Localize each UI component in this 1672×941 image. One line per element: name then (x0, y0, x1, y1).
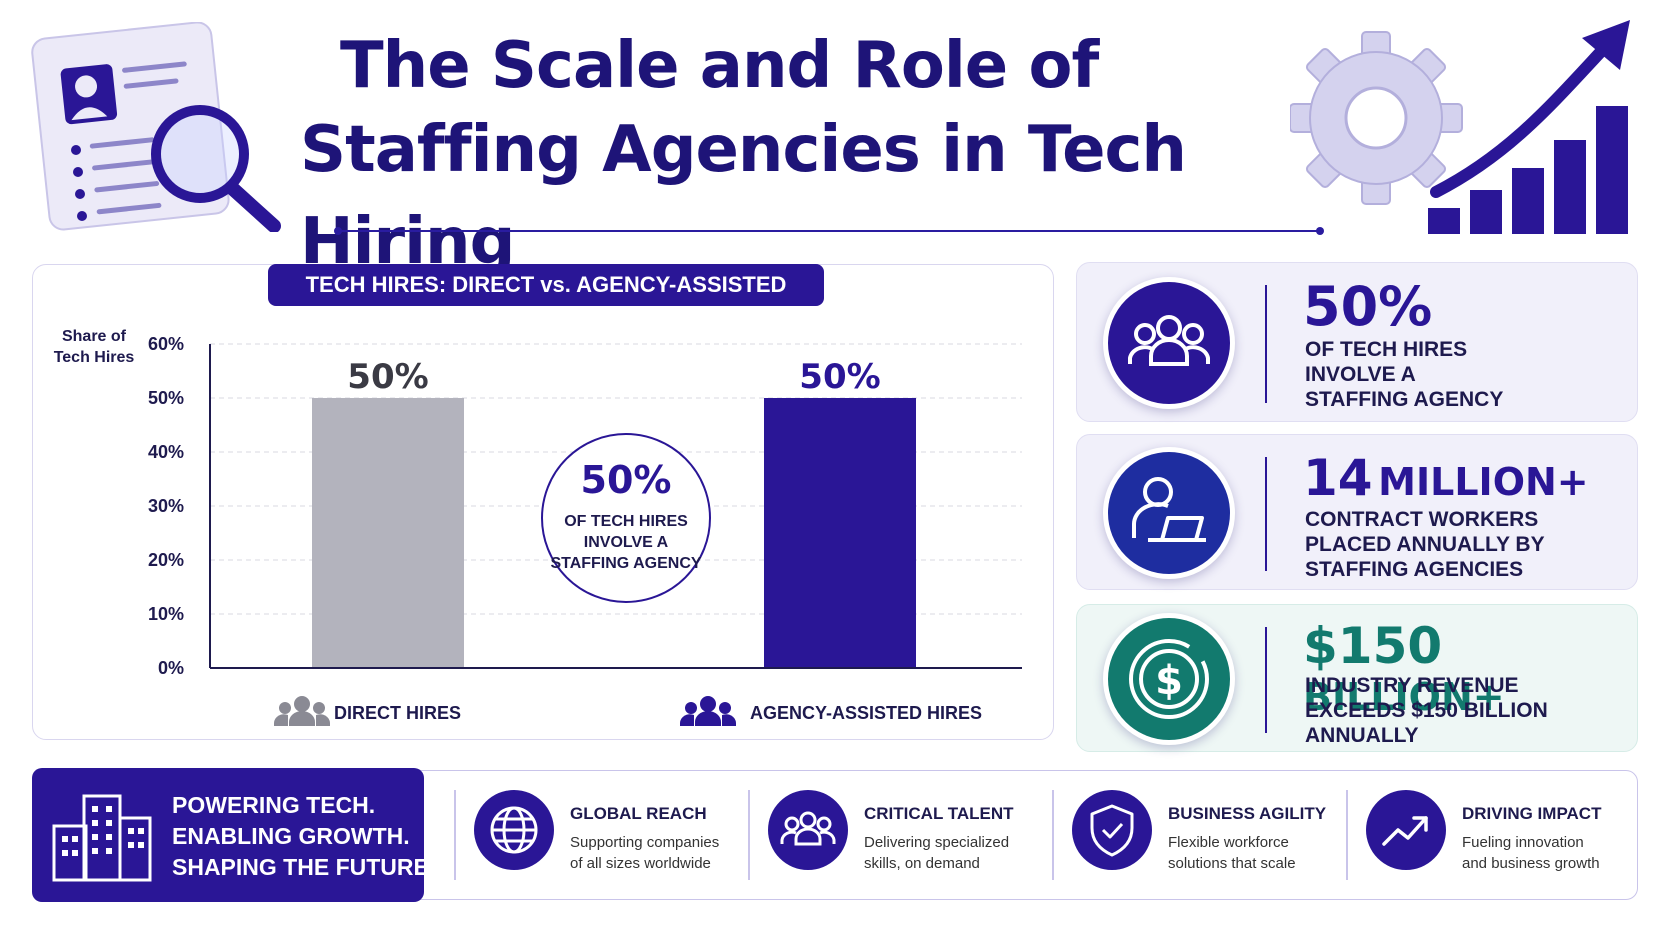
shield-check-icon (1072, 790, 1152, 870)
globe-icon (474, 790, 554, 870)
stat-desc-line: INDUSTRY REVENUE (1305, 674, 1519, 697)
feature-description: Delivering specialized skills, on demand (864, 832, 1044, 874)
gear-growth-icon (1290, 20, 1630, 234)
banner-line: ENABLING GROWTH. (172, 823, 410, 849)
bar-value-label: 50% (799, 357, 880, 397)
feature-description: Fueling innovation and business growth (1462, 832, 1642, 874)
stat-desc-line: STAFFING AGENCIES (1305, 558, 1524, 581)
feature-title: CRITICAL TALENT (864, 804, 1014, 823)
feature-description: Flexible workforce solutions that scale (1168, 832, 1348, 874)
stat-card-industry-revenue: $ $150 BILLION+ INDUSTRY REVENUE EXCEEDS… (1076, 604, 1638, 752)
x-category-label: AGENCY-ASSISTED HIRES (750, 703, 982, 723)
y-tick-label: 50% (148, 388, 184, 408)
svg-text:$: $ (1155, 658, 1183, 704)
y-axis-label-line2: Tech Hires (54, 349, 135, 366)
y-tick-label: 20% (148, 550, 184, 570)
x-category-label: DIRECT HIRES (334, 703, 461, 723)
people-group-icon (274, 696, 330, 726)
feature-title: BUSINESS AGILITY (1168, 804, 1327, 823)
stat-value: 14 (1303, 449, 1373, 507)
feature-desc-line: Flexible workforce (1168, 834, 1289, 851)
feature-divider (454, 790, 456, 880)
worker-laptop-icon (1103, 447, 1235, 579)
feature-divider (748, 790, 750, 880)
stat-card-contract-workers: 14 MILLION+ CONTRACT WORKERS PLACED ANNU… (1076, 434, 1638, 590)
y-tick-label: 0% (158, 658, 184, 678)
chart-callout: 50% OF TECH HIRES INVOLVE A STAFFING AGE… (541, 433, 711, 603)
y-tick-label: 60% (148, 334, 184, 354)
banner-line: SHAPING THE FUTURE. (172, 854, 436, 880)
bar-value-label: 50% (347, 357, 428, 397)
title-line-2: Staffing Agencies in Tech Hiring (300, 113, 1187, 279)
feature-description: Supporting companies of all sizes worldw… (570, 832, 750, 874)
feature-title: DRIVING IMPACT (1462, 804, 1602, 823)
people-group-icon (768, 790, 848, 870)
stat-value-suffix: BILLION+ (1303, 675, 1505, 719)
callout-line-3: STAFFING AGENCY (550, 555, 701, 572)
y-axis-label-line1: Share of (62, 328, 127, 345)
stat-value-group: $150 BILLION+ (1303, 617, 1637, 719)
feature-divider (1052, 790, 1054, 880)
feature-desc-line: and business growth (1462, 855, 1600, 872)
people-group-icon (1103, 277, 1235, 409)
stat-value-suffix: MILLION+ (1378, 460, 1589, 504)
stat-separator (1265, 627, 1267, 733)
stat-desc-line: CONTRACT WORKERS (1305, 508, 1539, 531)
trend-up-icon (1366, 790, 1446, 870)
banner-headline-block (32, 768, 424, 902)
stat-description: OF TECH HIRES INVOLVE A STAFFING AGENCY (1305, 337, 1503, 412)
stat-desc-line: OF TECH HIRES (1305, 338, 1468, 361)
page-title: The Scale and Role of Staffing Agencies … (300, 28, 1300, 288)
stat-value-group: 14 MILLION+ (1303, 449, 1589, 507)
feature-desc-line: Supporting companies (570, 834, 720, 851)
stat-desc-line: ANNUALLY (1305, 724, 1419, 747)
stat-value: $150 (1303, 617, 1443, 675)
stat-desc-line: EXCEEDS $150 BILLION (1305, 699, 1548, 722)
stat-description: CONTRACT WORKERS PLACED ANNUALLY BY STAF… (1305, 507, 1545, 582)
banner-text: POWERING TECH. ENABLING GROWTH. SHAPING … (172, 790, 435, 883)
title-divider (334, 227, 1324, 235)
feature-desc-line: of all sizes worldwide (570, 855, 711, 872)
stat-card-agency-share: 50% OF TECH HIRES INVOLVE A STAFFING AGE… (1076, 262, 1638, 422)
y-tick-label: 10% (148, 604, 184, 624)
stat-value: 50% (1303, 275, 1433, 338)
stat-separator (1265, 285, 1267, 403)
y-tick-label: 30% (148, 496, 184, 516)
callout-line-1: OF TECH HIRES (564, 513, 688, 530)
feature-desc-line: Fueling innovation (1462, 834, 1584, 851)
bar (764, 398, 916, 668)
feature-divider (1346, 790, 1348, 880)
callout-line-2: INVOLVE A (584, 534, 669, 551)
people-group-icon (680, 696, 736, 726)
feature-desc-line: solutions that scale (1168, 855, 1296, 872)
stat-desc-line: INVOLVE A (1305, 363, 1416, 386)
dollar-coin-icon: $ (1103, 613, 1235, 745)
feature-desc-line: Delivering specialized (864, 834, 1010, 851)
resume-magnifier-icon (31, 22, 281, 232)
stat-description: INDUSTRY REVENUE EXCEEDS $150 BILLION AN… (1305, 673, 1548, 748)
callout-value: 50% (581, 458, 672, 502)
buildings-icon (52, 794, 152, 882)
title-line-1: The Scale and Role of (340, 29, 1099, 103)
bar (312, 398, 464, 668)
stat-separator (1265, 457, 1267, 571)
banner-line: POWERING TECH. (172, 792, 376, 818)
stat-desc-line: STAFFING AGENCY (1305, 388, 1504, 411)
chart-title: TECH HIRES: DIRECT vs. AGENCY-ASSISTED (268, 264, 824, 306)
y-tick-label: 40% (148, 442, 184, 462)
stat-desc-line: PLACED ANNUALLY BY (1305, 533, 1545, 556)
feature-title: GLOBAL REACH (570, 804, 707, 823)
feature-desc-line: skills, on demand (864, 855, 980, 872)
bar-chart: 0% 10% 20% 30% 40% 50% 60% Share of Tech Hires… (54, 328, 1022, 726)
